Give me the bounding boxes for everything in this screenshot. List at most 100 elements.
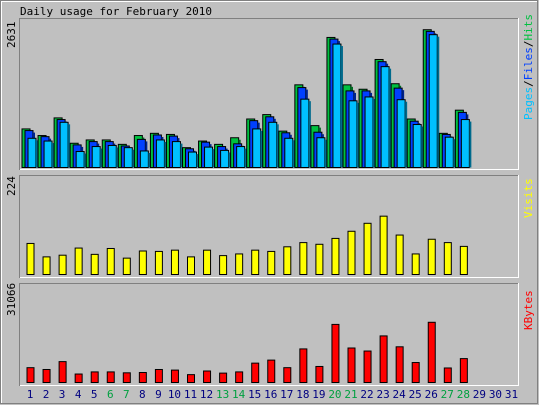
max-label-hits: 2631 bbox=[5, 22, 18, 49]
day-label-28: 28 bbox=[457, 388, 470, 401]
pages-bar-day-16 bbox=[268, 121, 279, 168]
day-label-1: 1 bbox=[27, 388, 34, 401]
pages-bar-day-12 bbox=[204, 146, 215, 169]
day-label-23: 23 bbox=[376, 388, 389, 401]
pages-bar-day-25 bbox=[412, 124, 424, 168]
visits-bar-day-28 bbox=[459, 245, 468, 275]
day-label-20: 20 bbox=[328, 388, 341, 401]
pages-bar-day-10 bbox=[171, 141, 183, 169]
max-label-visits: 224 bbox=[5, 176, 18, 196]
visits-bar-day-18 bbox=[299, 242, 308, 276]
day-label-9: 9 bbox=[155, 388, 162, 401]
pages-bar-day-28 bbox=[460, 119, 472, 168]
visits-bar-day-24 bbox=[395, 234, 404, 276]
pages-bar-day-14 bbox=[236, 146, 247, 168]
pages-bar-day-18 bbox=[300, 98, 311, 168]
day-label-8: 8 bbox=[139, 388, 146, 401]
max-label-kbytes: 31066 bbox=[5, 283, 18, 316]
pages-bar-day-13 bbox=[220, 149, 231, 168]
visits-bar-day-19 bbox=[315, 243, 324, 276]
visits-bar-day-16 bbox=[267, 250, 276, 276]
visits-bar-day-20 bbox=[331, 237, 340, 276]
day-label-10: 10 bbox=[168, 388, 181, 401]
panel-visits bbox=[19, 175, 519, 278]
legend-visits: Visits bbox=[522, 178, 535, 218]
legend-hits-files-pages: Pages/Files/Hits bbox=[522, 14, 535, 120]
visits-bar-day-21 bbox=[347, 230, 356, 275]
day-label-24: 24 bbox=[393, 388, 407, 401]
pages-bar-day-11 bbox=[188, 151, 199, 168]
pages-bar-day-9 bbox=[155, 139, 167, 169]
day-label-30: 30 bbox=[489, 388, 502, 401]
visits-bar-day-22 bbox=[363, 222, 372, 276]
graph-title: Daily usage for February 2010 bbox=[20, 5, 212, 18]
kbytes-bar-day-12 bbox=[203, 370, 212, 383]
day-label-22: 22 bbox=[360, 388, 373, 401]
pages-bar-day-15 bbox=[252, 128, 263, 168]
day-label-2: 2 bbox=[43, 388, 50, 401]
kbytes-bar-day-7 bbox=[122, 372, 131, 383]
day-label-19: 19 bbox=[312, 388, 325, 401]
kbytes-bar-day-1 bbox=[26, 367, 35, 383]
pages-bar-day-24 bbox=[396, 99, 408, 168]
kbytes-bar-day-14 bbox=[235, 371, 244, 383]
kbytes-bar-day-27 bbox=[443, 367, 452, 383]
panel-hits-files-pages bbox=[19, 18, 519, 170]
visits-bar-day-15 bbox=[251, 249, 260, 276]
pages-bar-day-20 bbox=[332, 43, 343, 168]
day-label-27: 27 bbox=[441, 388, 454, 401]
kbytes-bar-day-20 bbox=[331, 323, 340, 383]
visits-bar-day-11 bbox=[187, 256, 195, 275]
pages-bar-day-23 bbox=[380, 66, 392, 168]
hits-files-pages-bars bbox=[21, 29, 472, 169]
legend-kbytes: KBytes bbox=[522, 290, 535, 330]
visits-bar-day-1 bbox=[26, 242, 35, 275]
visits-bar-day-8 bbox=[138, 250, 147, 275]
kbytes-bar-day-15 bbox=[251, 362, 260, 383]
day-label-25: 25 bbox=[409, 388, 422, 401]
day-label-15: 15 bbox=[248, 388, 261, 401]
kbytes-bar-day-5 bbox=[90, 371, 99, 383]
kbytes-bar-day-8 bbox=[138, 372, 147, 383]
kbytes-bar-day-6 bbox=[106, 371, 115, 383]
pages-bar-day-26 bbox=[428, 34, 440, 168]
kbytes-bar-day-17 bbox=[283, 367, 292, 383]
visits-bar-day-26 bbox=[427, 238, 436, 275]
day-label-3: 3 bbox=[59, 388, 66, 401]
day-label-14: 14 bbox=[232, 388, 246, 401]
day-label-11: 11 bbox=[184, 388, 197, 401]
visits-bars bbox=[26, 215, 468, 276]
kbytes-bar-day-21 bbox=[347, 347, 356, 384]
visits-bar-day-4 bbox=[74, 247, 83, 275]
day-label-13: 13 bbox=[216, 388, 229, 401]
visits-bar-day-27 bbox=[443, 242, 452, 276]
visits-bar-day-25 bbox=[411, 253, 420, 275]
visits-bar-day-5 bbox=[90, 253, 99, 276]
pages-bar-day-6 bbox=[107, 144, 119, 169]
day-label-17: 17 bbox=[280, 388, 293, 401]
pages-bar-day-5 bbox=[91, 146, 103, 168]
legend-sep-1: / bbox=[522, 80, 535, 87]
kbytes-bar-day-23 bbox=[379, 335, 388, 383]
legend-hits: Hits bbox=[522, 14, 535, 41]
visits-bar-day-10 bbox=[170, 249, 179, 276]
visits-bar-day-23 bbox=[379, 215, 388, 276]
pages-bar-day-7 bbox=[123, 147, 135, 169]
legend-pages: Pages bbox=[522, 87, 535, 120]
pages-bar-day-21 bbox=[348, 100, 359, 168]
day-label-7: 7 bbox=[123, 388, 130, 401]
visits-bar-day-14 bbox=[235, 253, 244, 275]
kbytes-bar-day-4 bbox=[74, 373, 83, 383]
visits-bar-day-12 bbox=[203, 249, 212, 276]
visits-bar-day-7 bbox=[122, 257, 131, 276]
kbytes-bar-day-3 bbox=[58, 361, 67, 383]
pages-bar-day-22 bbox=[364, 96, 376, 168]
pages-bar-day-19 bbox=[316, 137, 327, 169]
pages-bar-day-4 bbox=[75, 151, 87, 169]
day-axis-labels: 1 2 3 4 5 6 7 8 9 10 11 12 13 14 15 16 17 18 19 20 21 22 23 24 2… bbox=[27, 388, 518, 401]
kbytes-bar-day-22 bbox=[363, 350, 372, 384]
day-label-31: 31 bbox=[505, 388, 518, 401]
kbytes-bar-day-16 bbox=[267, 359, 276, 383]
legend-sep-2: / bbox=[522, 41, 535, 48]
